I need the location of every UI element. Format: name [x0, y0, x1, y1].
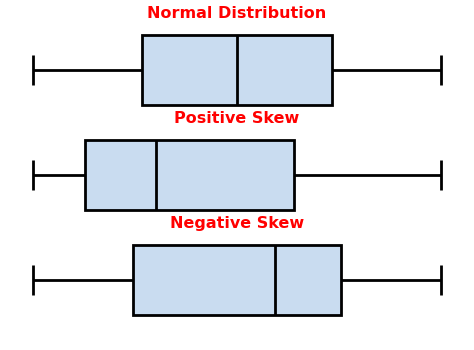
Text: Normal Distribution: Normal Distribution — [147, 6, 327, 21]
Bar — [85, 140, 294, 210]
Text: Positive Skew: Positive Skew — [174, 111, 300, 126]
Bar — [133, 245, 341, 315]
Bar — [142, 35, 332, 105]
Text: Negative Skew: Negative Skew — [170, 216, 304, 231]
